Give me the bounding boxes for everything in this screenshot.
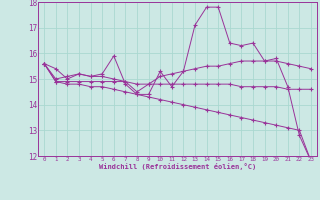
X-axis label: Windchill (Refroidissement éolien,°C): Windchill (Refroidissement éolien,°C): [99, 163, 256, 170]
